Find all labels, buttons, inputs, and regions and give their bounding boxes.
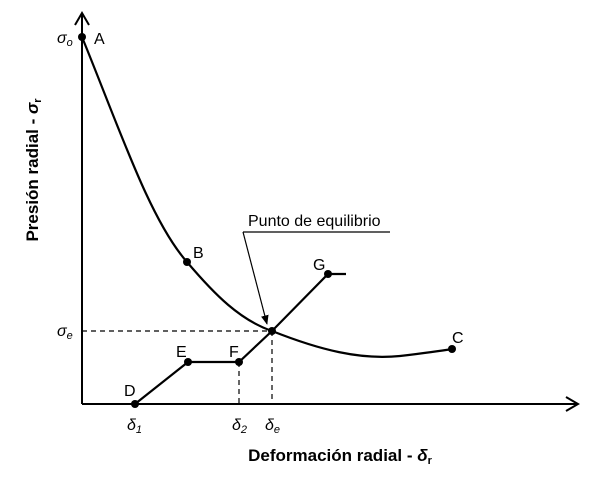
y-mark: σo bbox=[57, 30, 73, 49]
label-text: Presión radial - bbox=[23, 114, 42, 242]
symbol: σ bbox=[23, 102, 42, 114]
y-axis-label: Presión radial - σr bbox=[23, 98, 44, 242]
point bbox=[268, 327, 276, 335]
x-mark: δ2 bbox=[232, 417, 247, 436]
annotation-arrow bbox=[242, 231, 269, 325]
subscript: r bbox=[428, 455, 433, 467]
x-arrow bbox=[565, 396, 580, 412]
guides bbox=[82, 330, 273, 404]
subscript: e bbox=[274, 424, 280, 436]
point bbox=[131, 400, 139, 408]
symbol: δ bbox=[232, 417, 242, 434]
point bbox=[184, 358, 192, 366]
symbol: δ bbox=[127, 417, 137, 434]
point-label: A bbox=[94, 31, 105, 48]
subscript: o bbox=[67, 37, 73, 49]
point-label: F bbox=[229, 344, 239, 361]
symbol: σ bbox=[57, 30, 68, 47]
support-curve bbox=[134, 272, 346, 405]
point bbox=[448, 345, 456, 353]
point-label: D bbox=[124, 383, 136, 400]
reaction-curve bbox=[80, 36, 453, 358]
axes bbox=[74, 11, 580, 412]
subscript: r bbox=[32, 98, 44, 103]
point-label: C bbox=[452, 330, 464, 347]
x-mark: δ1 bbox=[127, 417, 142, 436]
subscript: e bbox=[67, 330, 73, 342]
subscript: 2 bbox=[240, 424, 247, 436]
subscript: 1 bbox=[136, 424, 142, 436]
symbol: δ bbox=[265, 417, 275, 434]
point-label: B bbox=[193, 245, 204, 262]
symbol: δ bbox=[417, 446, 428, 465]
point-label: E bbox=[176, 344, 187, 361]
point-label: G bbox=[313, 257, 325, 274]
point bbox=[183, 258, 191, 266]
symbol: σ bbox=[57, 323, 68, 340]
y-mark: σe bbox=[57, 323, 73, 342]
annotation: Punto de equilibrio bbox=[248, 213, 381, 230]
label-text: Deformación radial - bbox=[248, 446, 417, 465]
point bbox=[78, 33, 86, 41]
points bbox=[78, 33, 456, 408]
point bbox=[324, 270, 332, 278]
x-axis-label: Deformación radial - δr bbox=[248, 446, 433, 467]
x-mark: δe bbox=[265, 417, 280, 436]
point bbox=[235, 358, 243, 366]
